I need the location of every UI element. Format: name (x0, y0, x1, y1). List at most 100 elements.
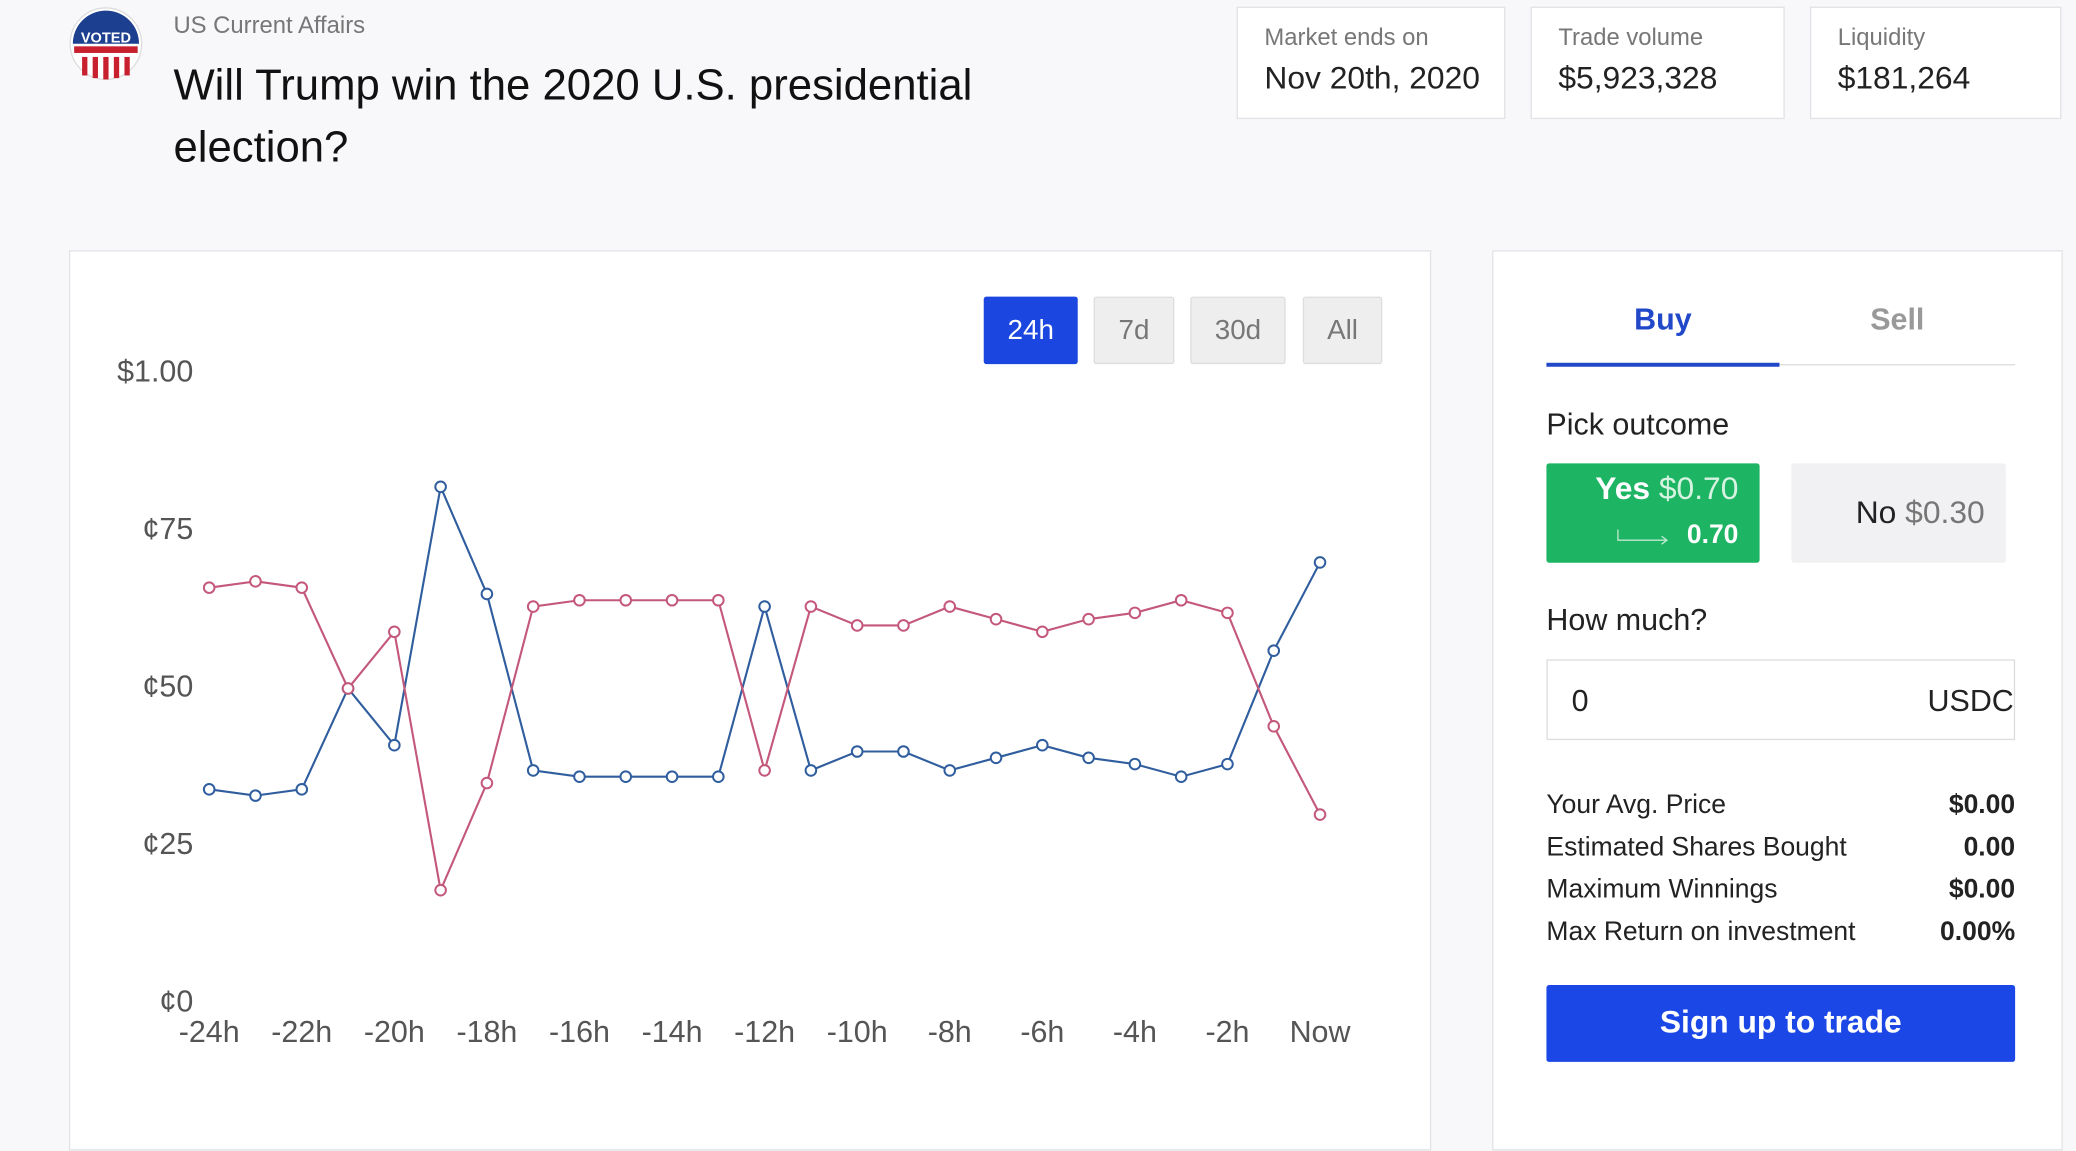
stat-card: Market ends on Nov 20th, 2020 (1236, 6, 1506, 120)
x-tick-label: -10h (827, 1015, 888, 1049)
yes-price: $0.70 (1658, 471, 1739, 508)
signup-button[interactable]: Sign up to trade (1546, 985, 2016, 1062)
data-point (1221, 606, 1234, 620)
row-value: $0.00 (1948, 875, 2016, 905)
data-point (573, 770, 586, 784)
y-tick-label: ¢0 (159, 985, 193, 1019)
x-tick-label: -22h (271, 1015, 332, 1049)
title: Will Trump win the 2020 U.S. presidentia… (173, 59, 973, 171)
data-point (1174, 593, 1188, 607)
data-point (1313, 556, 1327, 569)
data-point (712, 770, 725, 784)
data-point (943, 600, 957, 613)
tab-sell[interactable]: Sell (1870, 301, 1925, 337)
data-point (619, 593, 633, 607)
currency: USDC (1927, 683, 2014, 718)
y-tick-label: ¢25 (143, 827, 194, 861)
summary-row: Estimated Shares Bought 0.00 (1546, 833, 2015, 863)
data-point (1036, 625, 1049, 639)
row-label: Your Avg. Price (1546, 790, 1727, 820)
data-point (480, 776, 494, 790)
row-value: 0.00% (1940, 917, 2016, 947)
data-point (1313, 808, 1327, 821)
data-point (1221, 757, 1234, 771)
yes-sub: 0.70 (1686, 520, 1739, 550)
x-tick-label: -6h (1020, 1015, 1064, 1049)
topic: US Current Affairs (173, 11, 366, 39)
voted-logo: VOTED (69, 7, 143, 81)
x-tick-label: Now (1290, 1015, 1352, 1049)
row-value: 0.00 (1963, 832, 2016, 862)
data-point (850, 745, 864, 758)
data-point (1036, 738, 1049, 752)
data-point (850, 619, 864, 632)
no-button[interactable]: No $0.30 (1791, 463, 2006, 563)
data-point (388, 625, 401, 639)
stat-label: Liquidity (1837, 23, 1926, 51)
stat-label: Market ends on (1264, 23, 1429, 51)
data-point (1128, 606, 1142, 620)
data-point (1128, 757, 1142, 771)
tab-divider (1546, 364, 2016, 366)
data-point (1082, 751, 1095, 765)
x-tick-label: -20h (364, 1015, 425, 1049)
data-point (526, 600, 540, 613)
data-point (665, 593, 679, 607)
x-tick-label: -2h (1205, 1015, 1249, 1049)
data-point (1267, 720, 1281, 733)
data-point (526, 764, 540, 777)
data-point (804, 600, 818, 613)
x-tick-label: -24h (179, 1015, 240, 1049)
amount-label: How much? (1546, 602, 1708, 637)
range-button[interactable]: 30d (1190, 296, 1286, 365)
range-button[interactable]: All (1302, 296, 1383, 365)
yes-label: Yes (1595, 471, 1651, 508)
y-tick-label: ¢75 (143, 512, 194, 546)
amount-value: 0 (1571, 683, 1589, 718)
stat-value: Nov 20th, 2020 (1264, 60, 1480, 97)
range-button[interactable]: 7d (1093, 296, 1175, 365)
data-point (758, 764, 771, 777)
data-point (388, 738, 401, 752)
stat-card: Liquidity $181,264 (1809, 6, 2062, 120)
data-point (758, 600, 771, 613)
data-point (341, 682, 355, 695)
stat-value: $181,264 (1837, 60, 1971, 97)
data-point (897, 619, 910, 632)
data-point (295, 783, 309, 796)
data-point (249, 575, 262, 588)
logo-text: VOTED (81, 30, 131, 46)
data-point (480, 587, 494, 601)
arrow-icon (1617, 529, 1669, 545)
tab-buy[interactable]: Buy (1634, 301, 1692, 337)
row-label: Maximum Winnings (1546, 875, 1778, 905)
row-label: Max Return on investment (1546, 917, 1856, 947)
x-tick-label: -12h (734, 1015, 795, 1049)
summary-row: Your Avg. Price $0.00 (1546, 790, 2015, 820)
data-point (943, 764, 957, 777)
yes-button[interactable]: Yes $0.70 0.70 (1546, 463, 1760, 563)
data-point (249, 789, 262, 802)
data-point (712, 593, 725, 607)
x-tick-label: -14h (642, 1015, 703, 1049)
x-tick-label: -8h (928, 1015, 972, 1049)
amount-input[interactable]: 0 USDC (1546, 659, 2016, 741)
x-tick-label: -16h (549, 1015, 610, 1049)
data-point (434, 883, 447, 897)
range-button[interactable]: 24h (983, 296, 1078, 365)
app: VOTED US Current Affairs Will Trump win … (68, 6, 2063, 1151)
data-point (804, 764, 818, 777)
data-point (989, 612, 1003, 626)
series-line (209, 483, 1321, 797)
chart-card (68, 250, 1432, 1151)
data-point (665, 770, 679, 784)
tab-underline (1546, 362, 1780, 367)
data-point (1082, 612, 1095, 626)
no-label: No (1855, 494, 1897, 531)
data-point (619, 770, 633, 784)
y-tick-label: $1.00 (117, 354, 193, 388)
row-label: Estimated Shares Bought (1546, 832, 1847, 862)
x-tick-label: -18h (456, 1015, 517, 1049)
page: VOTED US Current Affairs Will Trump win … (68, 6, 2063, 1151)
data-point (573, 593, 586, 607)
